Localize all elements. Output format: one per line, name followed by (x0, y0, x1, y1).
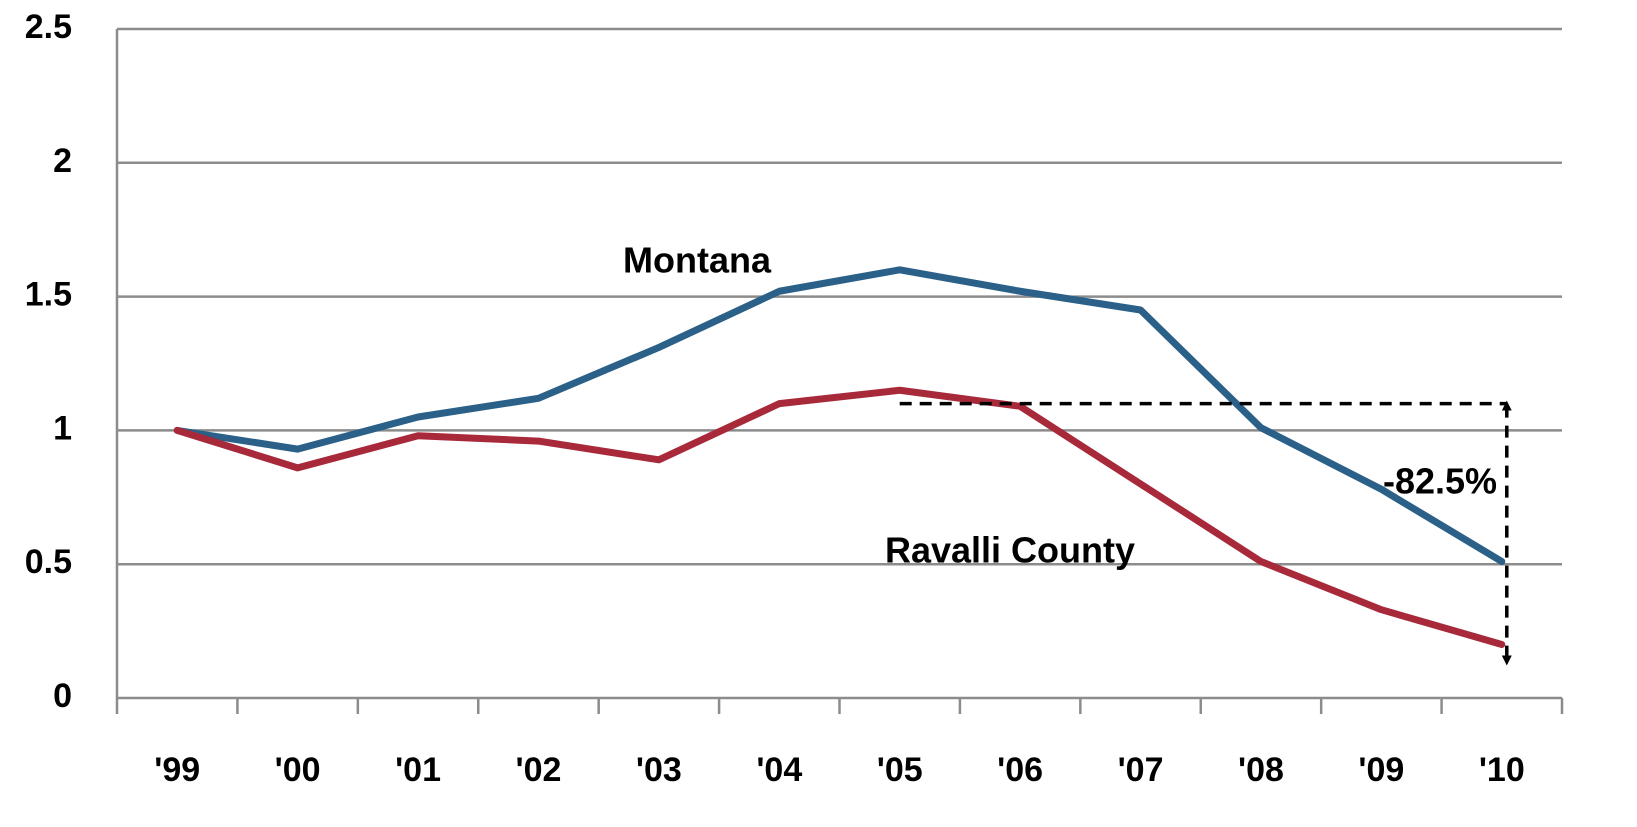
series-line (173, 386, 1506, 648)
series-label: Ravalli County (885, 530, 1135, 571)
y-tick-label: 0.5 (25, 543, 72, 581)
annotation: -82.5% (1383, 461, 1497, 502)
series-label: Montana (623, 240, 772, 281)
series-line (173, 266, 1506, 566)
x-tick-label: '00 (275, 751, 321, 789)
y-tick-label: 2.5 (25, 8, 72, 46)
x-tick-label: '99 (154, 751, 200, 789)
x-tick-label: '09 (1358, 751, 1404, 789)
x-tick-label: '05 (877, 751, 923, 789)
x-tick-label: '03 (636, 751, 682, 789)
x-tick-label: '02 (516, 751, 562, 789)
y-tick-label: 1 (53, 409, 72, 447)
x-tick-label: '06 (997, 751, 1043, 789)
x-tick-label: '01 (395, 751, 441, 789)
y-tick-label: 0 (53, 677, 72, 715)
x-tick-label: '07 (1118, 751, 1164, 789)
y-tick-label: 1.5 (25, 276, 72, 314)
y-tick-label: 2 (53, 142, 72, 180)
x-tick-label: '08 (1238, 751, 1284, 789)
x-tick-label: '10 (1479, 751, 1525, 789)
x-tick-label: '04 (756, 751, 802, 789)
